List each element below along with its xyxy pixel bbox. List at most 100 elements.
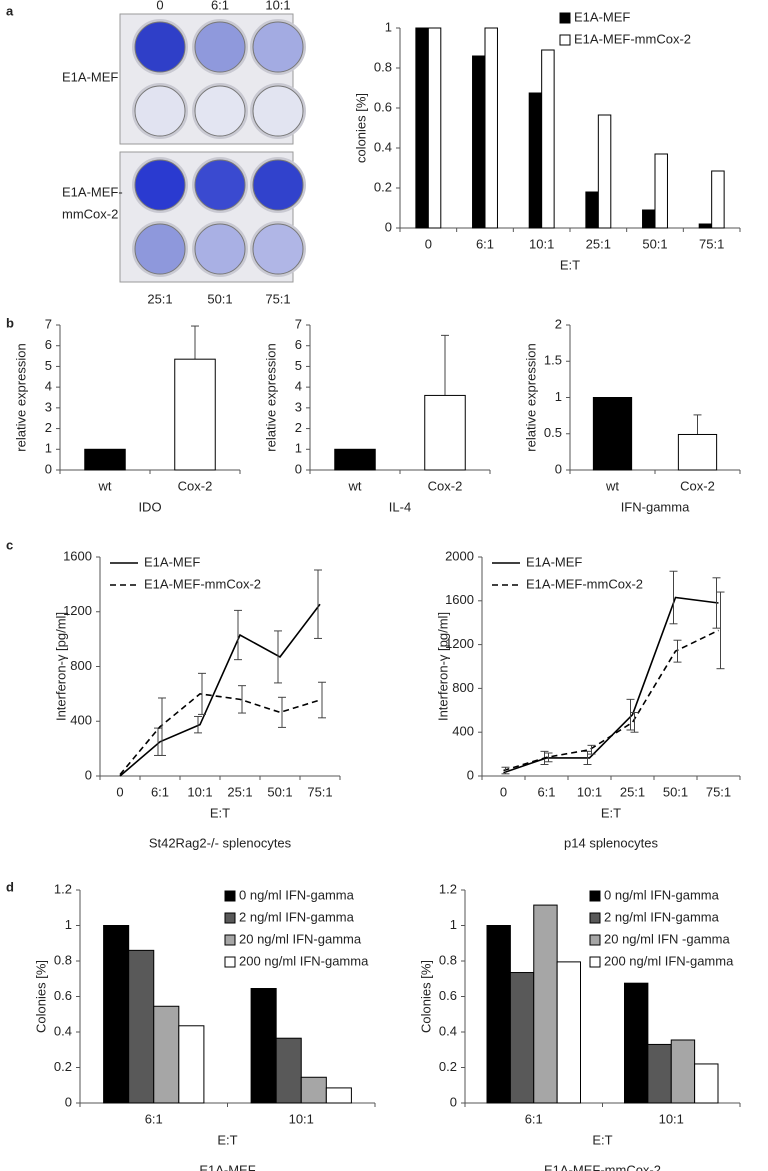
y-tick-label: 0 <box>467 767 474 782</box>
y-tick-label: 1600 <box>63 548 92 563</box>
y-tick-label: 6 <box>295 337 302 352</box>
y-tick-label: 7 <box>45 316 52 331</box>
bar <box>427 27 442 229</box>
y-tick-label: 4 <box>295 379 302 394</box>
line <box>503 596 719 774</box>
plate-column-label: 75:1 <box>265 291 290 306</box>
y-tick-label: 1 <box>45 441 52 456</box>
y-tick-label: 4 <box>45 379 52 394</box>
y-tick-label: 0.2 <box>374 179 392 194</box>
x-tick-label: 75:1 <box>307 784 332 799</box>
bar <box>624 982 649 1104</box>
x-tick-label: 0 <box>116 784 123 799</box>
y-tick-label: 0.2 <box>54 1059 72 1074</box>
y-axis-label: relative expression <box>13 343 28 451</box>
bar <box>300 1076 327 1104</box>
bar <box>642 209 656 229</box>
plate-column-label: 10:1 <box>265 0 290 12</box>
y-tick-label: 1600 <box>445 592 474 607</box>
x-tick-label: 6:1 <box>145 1111 163 1126</box>
y-tick-label: 0.4 <box>54 1023 72 1038</box>
well-stain <box>252 21 304 73</box>
y-axis-label: Colonies [%] <box>33 960 48 1033</box>
x-tick-label: 25:1 <box>227 784 252 799</box>
x-tick-label: 10:1 <box>187 784 212 799</box>
bar <box>415 27 429 229</box>
well-stain <box>252 159 304 211</box>
bar <box>103 925 130 1104</box>
y-tick-label: 7 <box>295 316 302 331</box>
bar <box>178 1025 205 1104</box>
y-tick-label: 1.2 <box>439 881 457 896</box>
legend-label: 20 ng/ml IFN -gamma <box>604 931 730 946</box>
bar <box>533 904 558 1104</box>
plate-row-label: E1A-MEF <box>62 69 118 84</box>
legend-swatch <box>589 934 601 946</box>
y-tick-label: 0.2 <box>439 1059 457 1074</box>
well-stain <box>134 21 186 73</box>
bar <box>153 1005 180 1104</box>
plate-column-label: 6:1 <box>211 0 229 12</box>
plate-row-label: mmCox-2 <box>62 206 118 221</box>
x-tick-label: 25:1 <box>620 784 645 799</box>
y-tick-label: 1 <box>295 441 302 456</box>
line <box>119 603 321 777</box>
x-tick-label: 6:1 <box>151 784 169 799</box>
legend-swatch <box>589 912 601 924</box>
bar <box>647 1043 672 1104</box>
bar <box>486 925 511 1104</box>
x-tick-label: Cox-2 <box>428 478 463 493</box>
bar <box>528 92 543 229</box>
y-tick-label: 0.8 <box>374 59 392 74</box>
y-axis-label: relative expression <box>263 343 278 451</box>
legend-swatch <box>224 890 236 902</box>
x-tick-label: 75:1 <box>699 236 724 251</box>
x-axis-label: E:T <box>210 805 230 820</box>
x-tick-label: wt <box>348 478 362 493</box>
plate-column-label: 25:1 <box>147 291 172 306</box>
bar <box>698 223 713 229</box>
y-axis-label: Interferon-γ [pg/ml] <box>435 612 450 721</box>
bar <box>174 358 216 471</box>
legend-label: E1A-MEF-mmCox-2 <box>574 31 691 46</box>
bar <box>556 961 581 1104</box>
y-tick-label: 0 <box>85 767 92 782</box>
y-tick-label: 800 <box>452 680 474 695</box>
x-axis-label: E:T <box>592 1132 612 1147</box>
x-tick-label: 50:1 <box>642 236 667 251</box>
panel-label: c <box>6 537 13 552</box>
well-stain <box>194 223 246 275</box>
y-tick-label: 0 <box>45 461 52 476</box>
panel-label: a <box>6 3 14 18</box>
legend-swatch <box>559 12 571 24</box>
bar <box>509 972 535 1104</box>
legend-label: E1A-MEF <box>526 554 582 569</box>
y-tick-label: 0 <box>65 1094 72 1109</box>
well-stain <box>134 223 186 275</box>
y-tick-label: 0.4 <box>374 139 392 154</box>
bar <box>484 27 498 229</box>
legend-label: 0 ng/ml IFN-gamma <box>239 887 355 902</box>
legend-label: 20 ng/ml IFN-gamma <box>239 931 362 946</box>
y-tick-label: 0.8 <box>439 952 457 967</box>
y-axis-label: Interferon-γ [pg/ml] <box>53 612 68 721</box>
y-tick-label: 400 <box>70 713 92 728</box>
y-tick-label: 400 <box>452 724 474 739</box>
x-tick-label: 6:1 <box>537 784 555 799</box>
y-tick-label: 0.6 <box>439 988 457 1003</box>
y-tick-label: 1 <box>555 389 562 404</box>
y-tick-label: 0 <box>450 1094 457 1109</box>
bar <box>275 1037 302 1104</box>
well-stain <box>194 159 246 211</box>
y-axis-label: colonies [%] <box>353 93 368 163</box>
y-tick-label: 0.5 <box>544 425 562 440</box>
x-tick-label: 75:1 <box>706 784 731 799</box>
y-tick-label: 0 <box>555 461 562 476</box>
x-axis-label: E:T <box>217 1132 237 1147</box>
bar <box>654 153 668 229</box>
legend-label: 200 ng/ml IFN-gamma <box>604 953 734 968</box>
legend-label: E1A-MEF <box>574 9 630 24</box>
y-tick-label: 2 <box>555 316 562 331</box>
y-tick-label: 3 <box>295 399 302 414</box>
y-tick-label: 2 <box>45 420 52 435</box>
